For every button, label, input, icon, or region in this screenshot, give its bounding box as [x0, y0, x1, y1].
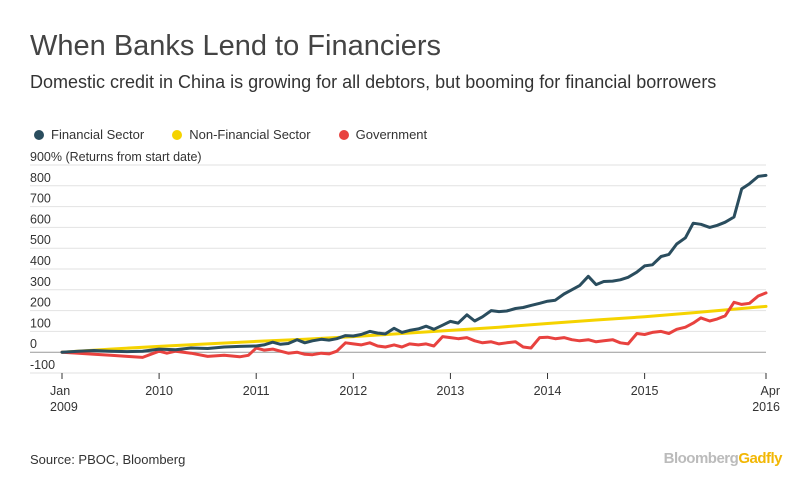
- legend-item-non-financial: Non-Financial Sector: [172, 127, 311, 142]
- legend: Financial Sector Non-Financial Sector Go…: [34, 127, 427, 142]
- x-tick-label-6: 2015: [631, 384, 659, 398]
- legend-label-non-financial: Non-Financial Sector: [189, 127, 311, 142]
- x-tick-label-2: 2011: [243, 384, 270, 398]
- source-note: Source: PBOC, Bloomberg: [30, 452, 186, 467]
- x-tick-label-year-0: 2009: [50, 400, 78, 414]
- y-tick-label-200: 200: [30, 296, 51, 310]
- series-line-financial-sector: [60, 173, 768, 354]
- x-tick-label-0: Jan: [50, 384, 70, 398]
- series-line-non-financial-sector: [60, 304, 768, 354]
- y-tick-label--100: -100: [30, 358, 55, 372]
- x-tick-label-3: 2012: [339, 384, 367, 398]
- y-tick-label-0: 0: [30, 337, 37, 351]
- chart-subtitle: Domestic credit in China is growing for …: [30, 72, 717, 92]
- x-tick-label-5: 2014: [534, 384, 562, 398]
- legend-item-financial: Financial Sector: [34, 127, 144, 142]
- y-tick-label-100: 100: [30, 316, 51, 330]
- y-tick-label-300: 300: [30, 275, 51, 289]
- x-tick-label-7: Apr: [761, 384, 780, 398]
- legend-item-government: Government: [338, 127, 428, 142]
- y-tick-label-800: 800: [30, 171, 51, 185]
- x-tick-label-1: 2010: [145, 384, 173, 398]
- legend-label-financial: Financial Sector: [51, 127, 145, 142]
- y-tick-label-900: 900% (Returns from start date): [30, 150, 202, 164]
- x-tick-label-year-7: 2016: [752, 400, 780, 414]
- legend-label-government: Government: [355, 127, 428, 142]
- legend-dot-financial: [34, 129, 44, 140]
- y-tick-label-700: 700: [30, 192, 51, 206]
- y-tick-label-500: 500: [30, 233, 51, 247]
- y-tick-label-400: 400: [30, 254, 51, 268]
- x-tick-label-4: 2013: [437, 384, 465, 398]
- legend-dot-non-financial: [172, 129, 183, 140]
- y-tick-label-600: 600: [30, 212, 51, 226]
- chart-title: When Banks Lend to Financiers: [30, 30, 442, 62]
- legend-dot-government: [338, 129, 349, 140]
- brand-logo: BloombergGadfly: [663, 450, 783, 467]
- series-line-government: [60, 291, 768, 359]
